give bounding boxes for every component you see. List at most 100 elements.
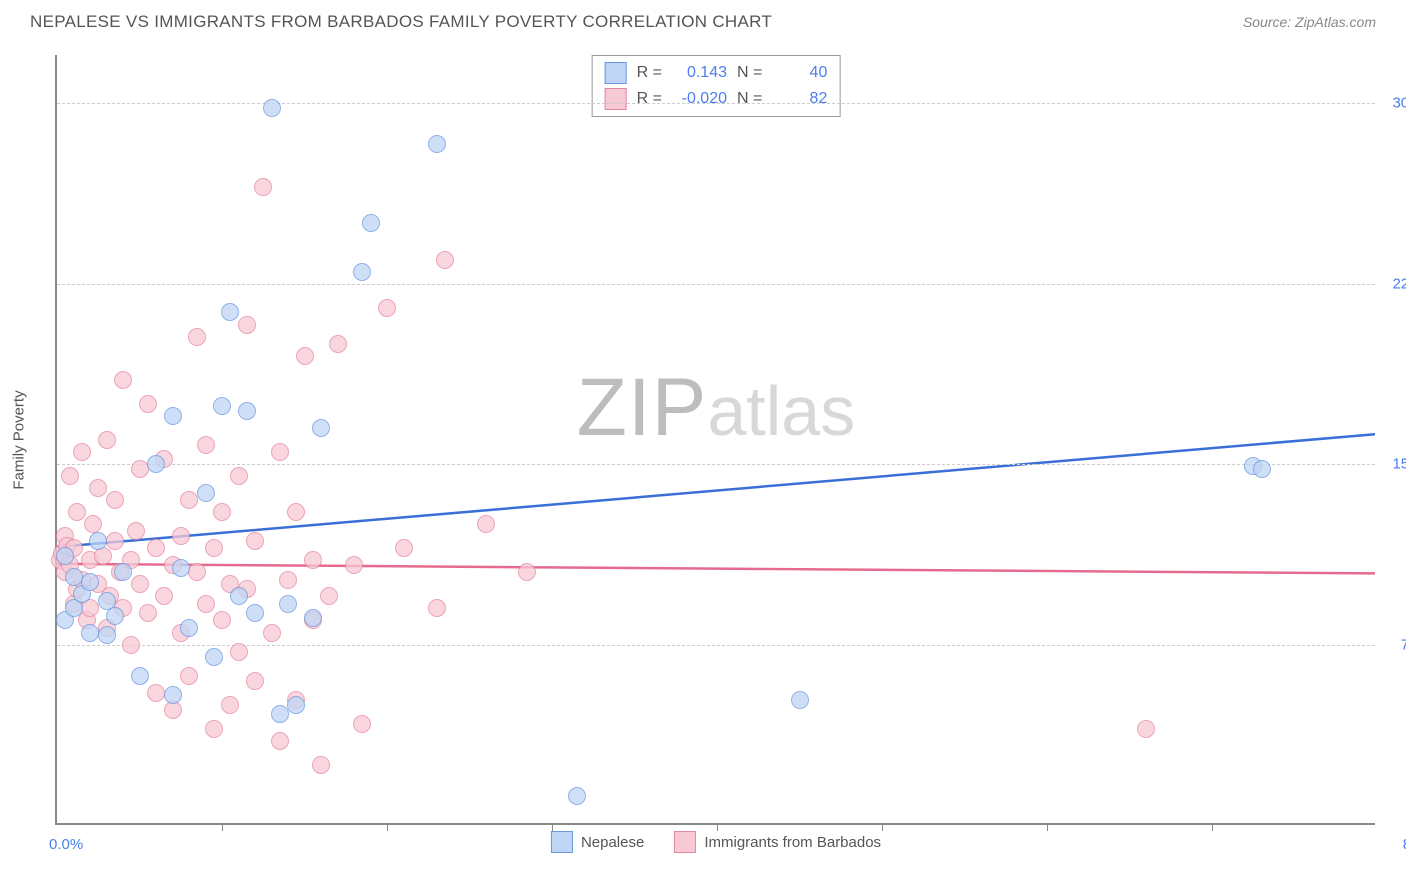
scatter-point-nepalese [172,559,190,577]
watermark-atlas: atlas [707,372,855,450]
watermark: ZIPatlas [577,361,855,455]
scatter-point-barbados [139,604,157,622]
scatter-point-barbados [98,431,116,449]
n-label: N = [737,64,762,82]
x-tick [222,823,223,831]
scatter-point-barbados [271,732,289,750]
scatter-point-nepalese [205,648,223,666]
x-tick [552,823,553,831]
swatch-barbados-icon [674,831,696,853]
scatter-point-barbados [114,371,132,389]
n-value-nepalese: 40 [772,64,827,82]
scatter-point-barbados [230,643,248,661]
scatter-point-barbados [395,539,413,557]
scatter-point-barbados [238,316,256,334]
swatch-nepalese [605,62,627,84]
scatter-point-nepalese [568,787,586,805]
scatter-point-barbados [131,575,149,593]
scatter-point-nepalese [1253,460,1271,478]
trend-lines [57,55,1375,823]
scatter-point-barbados [353,715,371,733]
scatter-point-barbados [1137,720,1155,738]
scatter-point-nepalese [114,563,132,581]
x-axis-start: 0.0% [49,836,83,853]
series-legend: Nepalese Immigrants from Barbados [551,831,881,853]
scatter-point-barbados [188,563,206,581]
swatch-barbados [605,88,627,110]
scatter-point-barbados [312,756,330,774]
scatter-point-barbados [271,443,289,461]
scatter-point-barbados [345,556,363,574]
scatter-point-barbados [477,515,495,533]
scatter-point-barbados [61,467,79,485]
scatter-point-barbados [230,467,248,485]
scatter-point-barbados [188,328,206,346]
scatter-point-nepalese [65,568,83,586]
scatter-point-barbados [84,515,102,533]
correlation-legend: R = 0.143 N = 40 R = -0.020 N = 82 [592,55,841,117]
scatter-point-barbados [106,491,124,509]
scatter-point-barbados [296,347,314,365]
scatter-point-barbados [428,599,446,617]
x-tick [387,823,388,831]
scatter-point-barbados [254,178,272,196]
y-tick-label: 15.0% [1380,456,1406,473]
n-value-barbados: 82 [772,90,827,108]
scatter-point-barbados [378,299,396,317]
scatter-point-nepalese [81,573,99,591]
scatter-point-barbados [287,503,305,521]
scatter-point-nepalese [238,402,256,420]
scatter-point-barbados [213,611,231,629]
n-label: N = [737,90,762,108]
r-label: R = [637,64,662,82]
scatter-point-barbados [147,684,165,702]
scatter-point-barbados [180,667,198,685]
chart-area: ZIPatlas R = 0.143 N = 40 R = -0.020 N =… [55,55,1375,825]
legend-label-nepalese: Nepalese [581,834,644,851]
scatter-point-barbados [518,563,536,581]
source-label: Source: ZipAtlas.com [1243,14,1376,30]
scatter-point-nepalese [362,214,380,232]
scatter-point-barbados [320,587,338,605]
scatter-point-nepalese [197,484,215,502]
gridline [57,645,1375,646]
scatter-point-nepalese [98,626,116,644]
scatter-point-nepalese [246,604,264,622]
watermark-zip: ZIP [577,362,708,453]
scatter-point-barbados [122,636,140,654]
scatter-point-barbados [246,672,264,690]
scatter-point-nepalese [263,99,281,117]
scatter-point-nepalese [279,595,297,613]
x-tick [717,823,718,831]
y-tick-label: 22.5% [1380,275,1406,292]
y-axis-label: Family Poverty [11,390,28,489]
scatter-point-barbados [279,571,297,589]
scatter-point-nepalese [164,686,182,704]
legend-label-barbados: Immigrants from Barbados [704,834,881,851]
gridline [57,284,1375,285]
scatter-point-nepalese [312,419,330,437]
scatter-point-nepalese [287,696,305,714]
legend-item-nepalese: Nepalese [551,831,644,853]
scatter-point-nepalese [213,397,231,415]
scatter-point-nepalese [164,407,182,425]
scatter-point-nepalese [791,691,809,709]
scatter-point-barbados [205,720,223,738]
scatter-point-barbados [304,551,322,569]
scatter-point-nepalese [304,609,322,627]
scatter-point-barbados [197,595,215,613]
scatter-point-barbados [89,479,107,497]
scatter-point-nepalese [271,705,289,723]
scatter-point-barbados [139,395,157,413]
scatter-point-barbados [221,696,239,714]
scatter-point-barbados [127,522,145,540]
plot-box: ZIPatlas R = 0.143 N = 40 R = -0.020 N =… [55,55,1375,825]
chart-title: NEPALESE VS IMMIGRANTS FROM BARBADOS FAM… [30,12,772,32]
scatter-point-barbados [436,251,454,269]
r-label: R = [637,90,662,108]
r-value-nepalese: 0.143 [672,64,727,82]
scatter-point-nepalese [221,303,239,321]
scatter-point-barbados [205,539,223,557]
scatter-point-barbados [106,532,124,550]
scatter-point-barbados [263,624,281,642]
